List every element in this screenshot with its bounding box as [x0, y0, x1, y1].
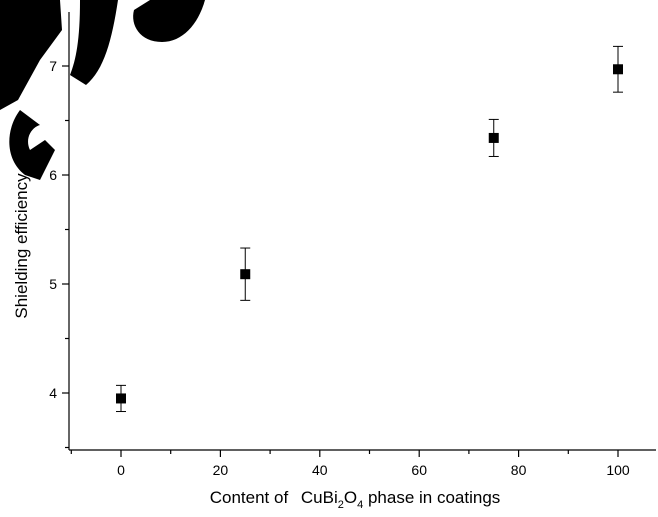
x-axis-title-sub-a: 2 — [338, 499, 344, 511]
x-tick-label: 20 — [213, 462, 229, 478]
y-tick-label: 7 — [49, 58, 57, 74]
data-point — [116, 393, 126, 404]
y-tick-label: 5 — [49, 276, 57, 292]
data-point — [613, 64, 623, 75]
x-tick-label: 100 — [606, 462, 630, 478]
x-axis-title-suffix: phase in coatings — [363, 488, 500, 507]
y-tick-label: 4 — [49, 385, 57, 401]
x-tick-label: 40 — [312, 462, 328, 478]
error-bars — [116, 45, 623, 413]
x-axis-title: Content of CuBi2O4 phase in coatings — [210, 488, 501, 511]
x-axis-ticks: 0 20 40 60 80 100 — [70, 450, 630, 478]
x-axis-title-formula-b: O — [344, 488, 357, 507]
x-tick-label: 0 — [117, 462, 125, 478]
x-tick-label: 80 — [511, 462, 527, 478]
axes — [68, 12, 656, 451]
data-point — [488, 132, 499, 143]
data-points — [116, 64, 623, 404]
x-axis-title-prefix: Content of — [210, 488, 293, 507]
y-axis-ticks: 4 5 6 7 — [49, 58, 69, 449]
x-axis-title-formula-a: CuBi — [301, 488, 338, 507]
x-axis-title-sub-b: 4 — [357, 499, 363, 511]
y-tick-label: 6 — [49, 167, 57, 183]
x-tick-label: 60 — [411, 462, 427, 478]
data-point — [240, 269, 251, 280]
plot-area: 0 20 40 60 80 100 4 5 6 7 — [49, 12, 656, 478]
watermark — [0, 0, 205, 180]
y-axis-title: Shielding efficiency — [12, 173, 31, 319]
